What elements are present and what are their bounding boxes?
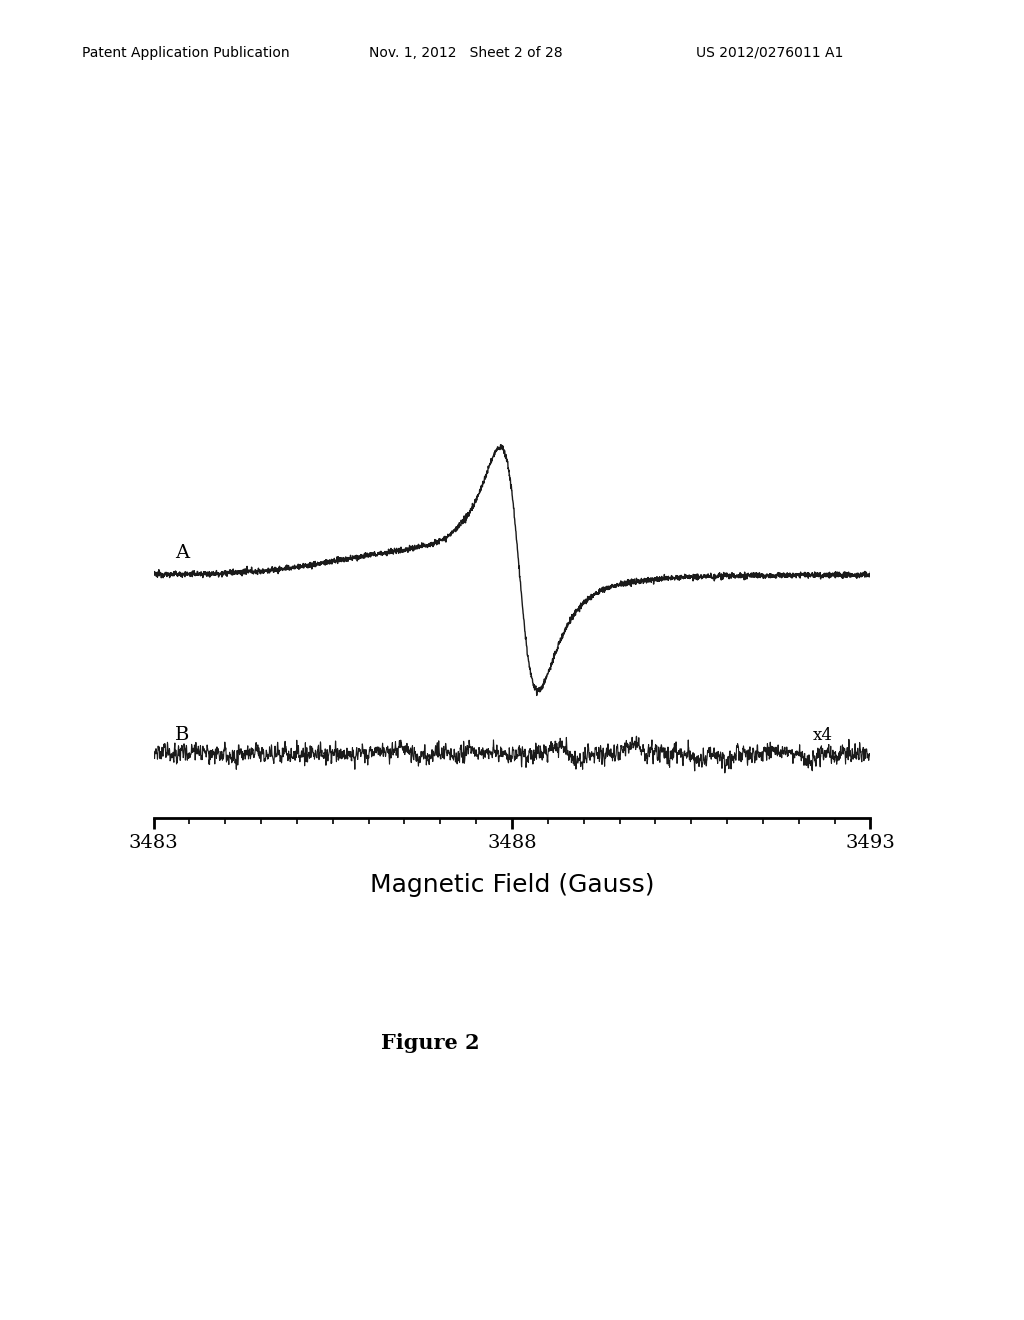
Text: Patent Application Publication: Patent Application Publication xyxy=(82,46,290,59)
Text: US 2012/0276011 A1: US 2012/0276011 A1 xyxy=(696,46,844,59)
Text: A: A xyxy=(175,544,189,562)
Text: B: B xyxy=(175,726,189,744)
X-axis label: Magnetic Field (Gauss): Magnetic Field (Gauss) xyxy=(370,874,654,898)
Text: x4: x4 xyxy=(813,727,834,744)
Text: Figure 2: Figure 2 xyxy=(381,1034,479,1053)
Text: Nov. 1, 2012   Sheet 2 of 28: Nov. 1, 2012 Sheet 2 of 28 xyxy=(369,46,562,59)
